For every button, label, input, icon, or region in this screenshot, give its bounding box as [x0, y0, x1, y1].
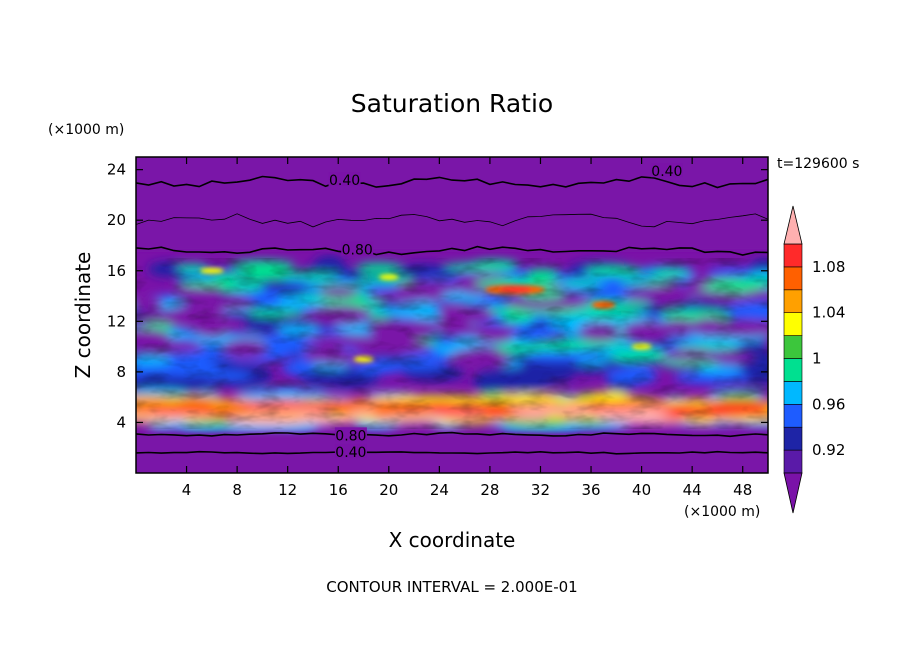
x-units-label: (×1000 m) — [684, 504, 760, 520]
surface-dry-layer — [136, 433, 768, 473]
y-tick-label: 8 — [116, 363, 126, 381]
colorbar-bin — [783, 403, 803, 428]
y-tick-label: 20 — [107, 211, 126, 229]
contour-label-bg — [328, 172, 361, 187]
colorbar-label: 0.96 — [812, 395, 845, 413]
contour-label: 0.80 — [342, 243, 373, 259]
contour-upper-thin — [136, 213, 768, 228]
colorbar-under-arrow — [783, 472, 803, 514]
contour-label: 0.40 — [651, 164, 682, 180]
contour-lines — [136, 175, 768, 455]
saturation-field: 0.400.400.800.800.40 — [136, 157, 768, 473]
colorbar-bin — [783, 449, 803, 474]
contour-interval-note: CONTOUR INTERVAL = 2.000E-01 — [326, 578, 577, 596]
x-tick-label: 44 — [683, 481, 702, 499]
colorbar: 0.92 0.96 1 1.04 1.08 — [783, 205, 845, 514]
y-tick-label: 16 — [107, 262, 126, 280]
colorbar-bin — [783, 289, 803, 313]
colorbar-bin — [783, 335, 803, 359]
y-tick-label: 12 — [107, 312, 126, 330]
colorbar-label: 1 — [812, 350, 822, 368]
colorbar-label: 0.92 — [812, 441, 845, 459]
x-tick-label: 28 — [480, 481, 499, 499]
x-tick-label: 4 — [182, 481, 192, 499]
contour-0.80-upper — [136, 245, 768, 256]
x-tick-label: 24 — [430, 481, 449, 499]
x-tick-label: 48 — [733, 481, 752, 499]
field-texture — [136, 258, 768, 429]
contour-0.40-lower — [136, 450, 768, 455]
colorbar-over-arrow — [783, 205, 803, 245]
contour-label: 0.40 — [335, 445, 366, 461]
contour-label-bg — [341, 241, 374, 256]
colorbar-bin — [783, 426, 803, 451]
colorbar-bin — [783, 358, 803, 382]
x-tick-label: 8 — [232, 481, 242, 499]
contour-label-bg — [334, 427, 367, 442]
chart-title: Saturation Ratio — [351, 89, 553, 118]
colorbar-bin — [783, 312, 803, 336]
contour-label: 0.80 — [335, 428, 366, 444]
x-tick-label: 16 — [329, 481, 348, 499]
contour-label: 0.40 — [329, 173, 360, 189]
contour-0.40-upper — [136, 175, 768, 189]
colorbar-label: 1.04 — [812, 304, 845, 322]
x-tick-label: 20 — [379, 481, 398, 499]
y-units-label: (×1000 m) — [48, 122, 124, 138]
contour-0.80-lower — [136, 431, 768, 438]
y-axis-label: Z coordinate — [71, 252, 95, 379]
y-tick-label: 4 — [116, 413, 126, 431]
x-tick-label: 36 — [581, 481, 600, 499]
time-label: t=129600 s — [777, 156, 859, 172]
x-tick-label: 40 — [632, 481, 651, 499]
upper-dry-layer — [136, 157, 768, 251]
colorbar-label: 1.08 — [812, 258, 845, 276]
x-axis-label: X coordinate — [389, 528, 516, 552]
y-tick-label: 24 — [107, 161, 126, 179]
plot-frame — [135, 156, 769, 474]
contour-label-bg — [650, 163, 683, 178]
contour-label-bg — [334, 443, 367, 458]
x-tick-label: 12 — [278, 481, 297, 499]
x-tick-label: 32 — [531, 481, 550, 499]
colorbar-bin — [783, 381, 803, 405]
colorbar-bin — [783, 266, 803, 291]
colorbar-bin — [783, 243, 803, 268]
